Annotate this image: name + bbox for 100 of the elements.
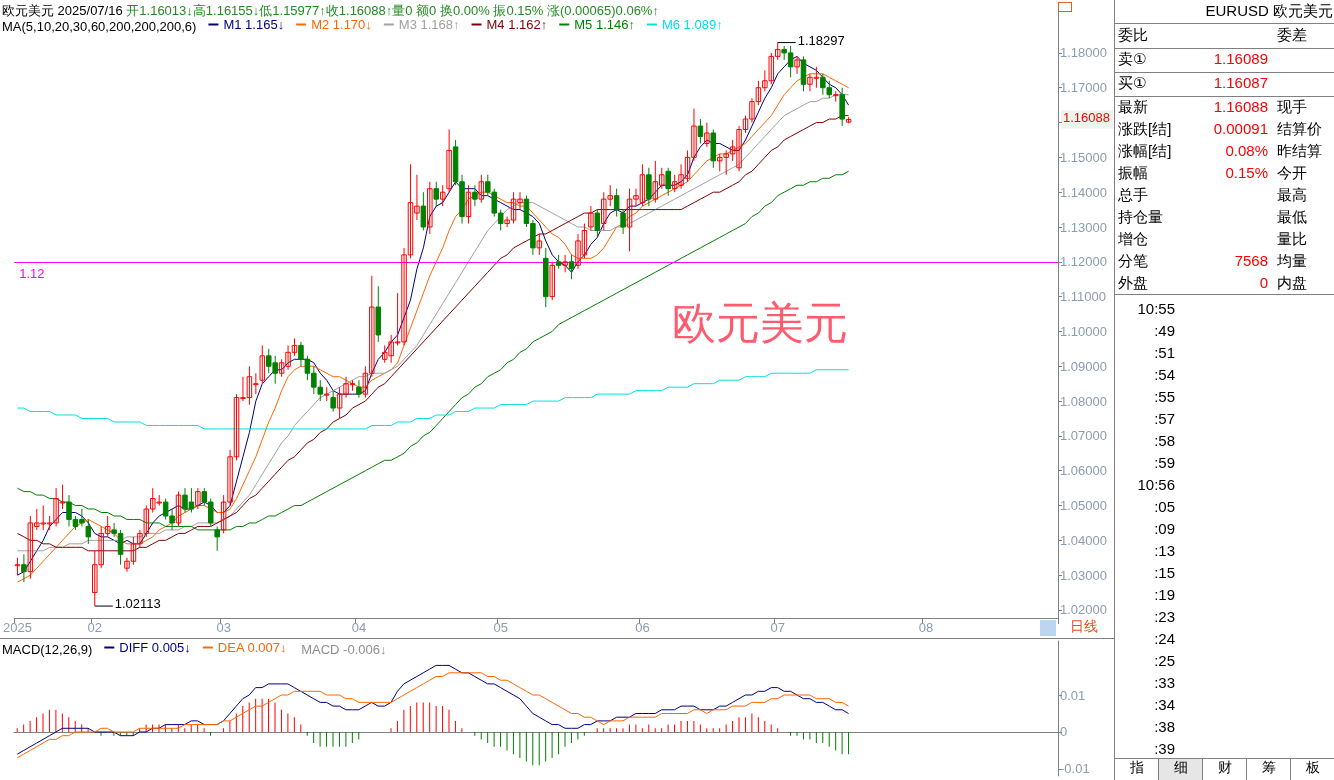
category-label: 外盘	[1118, 274, 1148, 291]
text: 1.16088	[1063, 110, 1110, 126]
text: 1.16087	[1213, 74, 1268, 91]
candlestick	[85, 518, 92, 545]
y-tick-label: 1.06000	[1060, 463, 1107, 479]
text: :09	[1154, 520, 1175, 537]
y-tick-label: 1.07000	[1060, 428, 1107, 444]
x-tick-label: 07	[770, 620, 785, 635]
candlestick	[620, 209, 626, 235]
category-label: 买①	[1118, 74, 1147, 91]
candlestick	[472, 184, 478, 207]
y-tick-label: 1.03000	[1060, 567, 1107, 583]
candlestick	[21, 553, 27, 583]
legend-label: M6 1.089↑	[661, 17, 723, 32]
category-label: 量比	[1277, 230, 1307, 247]
y-tick-label: 1.14000	[1060, 184, 1107, 200]
text: :54	[1154, 366, 1175, 383]
line-series	[16, 369, 850, 430]
annotation: 1.18297	[797, 32, 845, 48]
candlestick	[420, 191, 427, 231]
y-tick-label: 1.10000	[1060, 323, 1107, 339]
text: :05	[1154, 498, 1175, 515]
legend-label: DIFF 0.005↓	[119, 640, 191, 655]
text: :39	[1154, 740, 1175, 757]
text: 1.16088	[1213, 98, 1268, 115]
x-tick-label: 03	[216, 620, 231, 635]
category-label: 均量	[1277, 252, 1307, 269]
text: 0.00091	[1213, 120, 1268, 137]
text: EURUSD 欧元美元	[1205, 2, 1333, 21]
text: 0.15%	[1225, 164, 1268, 181]
annotation: 欧元美元	[672, 297, 848, 347]
legend-label: M2 1.170↓	[311, 17, 372, 32]
text: :33	[1154, 674, 1175, 691]
category-label: 现手	[1277, 98, 1307, 115]
text: 1.16089	[1213, 50, 1268, 67]
y-tick-label: 1.18000	[1060, 45, 1107, 61]
text: :58	[1154, 432, 1175, 449]
ref-line-label: 1.12	[19, 265, 45, 281]
candlestick	[794, 55, 800, 75]
chart-title: 欧元美元 2025/07/16	[2, 3, 124, 18]
candlestick	[175, 491, 182, 527]
y-tick-label: 1.15000	[1060, 149, 1107, 165]
candlestick	[588, 205, 594, 231]
category-label: 财	[1203, 759, 1247, 780]
text: 10:56	[1137, 476, 1175, 493]
category-label: 昨结算	[1277, 142, 1322, 159]
candlestick	[562, 254, 568, 273]
text: 10:55	[1137, 300, 1175, 317]
candlestick	[665, 167, 671, 197]
y-tick-label: 1.09000	[1060, 358, 1107, 374]
y-tick-label: -0.01	[1060, 761, 1090, 777]
category-label: 增仓	[1118, 230, 1148, 247]
text: 0.08%	[1225, 142, 1268, 159]
text: :13	[1154, 542, 1175, 559]
candlestick	[568, 254, 575, 280]
category-label: 筹	[1247, 759, 1291, 780]
candlestick	[478, 174, 485, 204]
legend-label: DEA 0.007↓	[217, 640, 287, 655]
category-label: 结算价	[1277, 120, 1322, 137]
category-label: 涨幅[结]	[1118, 142, 1172, 159]
y-tick-label: 1.13000	[1060, 219, 1107, 235]
text: :25	[1154, 652, 1175, 669]
y-tick-label: 0.01	[1060, 687, 1086, 703]
y-tick-label: 1.02000	[1060, 602, 1107, 618]
text: 0	[1259, 274, 1268, 291]
text: :57	[1154, 410, 1175, 427]
text: :15	[1154, 564, 1175, 581]
candlestick	[704, 122, 710, 148]
text: :49	[1154, 322, 1175, 339]
category-label: 委比	[1118, 26, 1148, 43]
candlestick	[832, 90, 839, 103]
candlestick	[697, 118, 704, 144]
text: :34	[1154, 696, 1175, 713]
category-label: 最高	[1277, 186, 1307, 203]
candlestick	[613, 188, 620, 218]
category-label: 持仓量	[1118, 208, 1163, 225]
text: :19	[1154, 586, 1175, 603]
category-label: 最低	[1277, 208, 1307, 225]
candlestick	[439, 184, 446, 207]
x-tick-label: 06	[635, 620, 650, 635]
y-tick-label: 1.17000	[1060, 80, 1107, 96]
candlestick	[549, 261, 555, 301]
x-tick-label: 04	[351, 620, 367, 635]
category-label: 委差	[1277, 26, 1307, 43]
text: :55	[1154, 388, 1175, 405]
candlestick	[195, 487, 201, 510]
category-label: 涨跌[结]	[1118, 120, 1172, 137]
candlestick	[536, 233, 543, 256]
candlestick	[465, 184, 472, 225]
category-label: 细	[1159, 759, 1203, 780]
category-label: 内盘	[1277, 274, 1307, 291]
legend-label: M3 1.168↑	[398, 17, 460, 32]
text: :23	[1154, 608, 1175, 625]
chart-subtitle: 开1.16013↓高1.16155↓低1.15977↑收1.16088↑量0 额0 换0.00% 振0.15% 涨(0.00065)0.06%↑	[126, 3, 659, 18]
legend-label: M1 1.165↓	[223, 17, 285, 32]
x-tick-label: 2025	[3, 620, 32, 635]
candlestick	[259, 344, 266, 385]
text: :24	[1154, 630, 1175, 647]
text: 日线	[1070, 618, 1098, 636]
candlestick	[594, 209, 601, 238]
